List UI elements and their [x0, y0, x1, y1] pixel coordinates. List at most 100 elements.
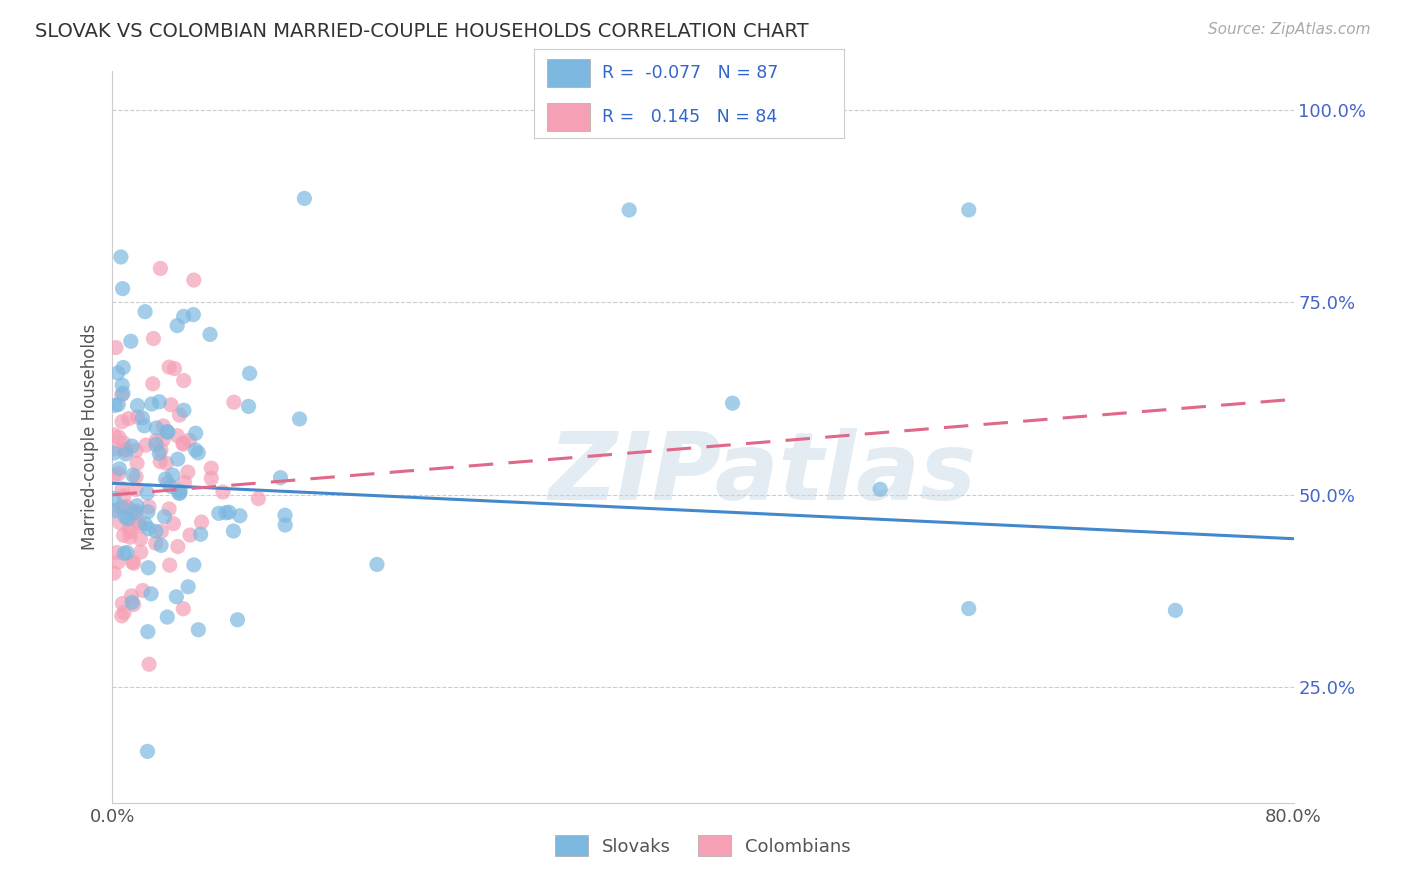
Point	[721, 396, 744, 410]
Point	[869, 483, 891, 497]
Text: SLOVAK VS COLOMBIAN MARRIED-COUPLE HOUSEHOLDS CORRELATION CHART: SLOVAK VS COLOMBIAN MARRIED-COUPLE HOUSE…	[35, 22, 808, 41]
Point	[103, 491, 125, 506]
Point	[148, 446, 170, 460]
Point	[111, 386, 134, 401]
Point	[138, 522, 160, 536]
Point	[136, 486, 159, 500]
Text: R =  -0.077   N = 87: R = -0.077 N = 87	[602, 64, 779, 82]
Point	[138, 500, 160, 514]
Point	[619, 202, 641, 217]
Point	[111, 597, 134, 611]
Point	[155, 456, 177, 470]
Point	[122, 556, 145, 570]
Point	[274, 508, 297, 523]
Point	[129, 545, 152, 559]
Point	[122, 508, 145, 523]
Point	[198, 327, 221, 342]
Point	[247, 491, 270, 506]
Point	[150, 538, 173, 552]
Point	[190, 515, 212, 529]
Point	[114, 447, 136, 461]
Point	[138, 657, 160, 672]
Point	[157, 360, 180, 375]
Point	[292, 191, 315, 205]
Point	[155, 472, 177, 486]
Point	[136, 744, 159, 758]
Point	[115, 500, 138, 514]
Point	[120, 503, 142, 517]
Point	[156, 476, 179, 491]
Point	[160, 479, 183, 493]
Point	[142, 376, 165, 391]
Point	[226, 613, 249, 627]
Point	[112, 606, 135, 620]
Point	[111, 608, 134, 623]
Point	[181, 308, 204, 322]
Point	[111, 415, 134, 429]
Point	[135, 438, 157, 452]
Point	[218, 505, 240, 519]
Text: R =   0.145   N = 84: R = 0.145 N = 84	[602, 108, 778, 126]
Point	[145, 421, 167, 435]
Point	[177, 465, 200, 479]
Point	[128, 516, 150, 531]
Point	[112, 528, 135, 542]
Point	[148, 394, 170, 409]
Point	[127, 410, 149, 425]
Point	[183, 273, 205, 287]
Point	[173, 475, 195, 490]
Point	[114, 442, 136, 457]
Point	[366, 558, 388, 572]
Point	[114, 510, 136, 524]
Point	[160, 398, 183, 412]
Point	[173, 310, 195, 324]
Point	[166, 318, 188, 333]
Point	[156, 610, 179, 624]
Point	[139, 587, 162, 601]
Point	[111, 378, 134, 392]
Point	[169, 483, 191, 498]
Point	[134, 304, 156, 318]
Point	[274, 518, 297, 533]
Point	[114, 443, 136, 458]
Point	[162, 516, 184, 531]
Point	[166, 540, 188, 554]
Point	[149, 261, 172, 276]
Point	[167, 486, 190, 500]
Point	[103, 504, 125, 518]
Point	[190, 527, 212, 541]
Point	[136, 505, 159, 519]
Point	[145, 536, 167, 550]
Point	[105, 545, 128, 559]
Point	[222, 395, 245, 409]
Point	[125, 456, 148, 470]
Point	[108, 430, 131, 444]
Point	[156, 425, 179, 439]
Point	[127, 399, 149, 413]
Point	[149, 454, 172, 468]
Point	[173, 403, 195, 417]
Point	[145, 437, 167, 451]
Text: ZIPatlas: ZIPatlas	[548, 427, 976, 520]
Point	[125, 483, 148, 497]
Point	[957, 601, 980, 615]
Point	[159, 558, 181, 573]
Point	[162, 468, 184, 483]
Point	[165, 590, 187, 604]
Point	[117, 512, 139, 526]
Point	[115, 545, 138, 559]
Point	[112, 546, 135, 560]
Point	[125, 443, 148, 458]
Point	[238, 400, 260, 414]
Point	[124, 506, 146, 520]
Point	[184, 426, 207, 441]
Point	[114, 500, 136, 514]
Point	[117, 411, 139, 425]
Point	[142, 332, 165, 346]
Point	[1164, 603, 1187, 617]
Point	[212, 485, 235, 500]
Point	[208, 506, 231, 520]
Point	[134, 516, 156, 531]
Point	[179, 528, 201, 542]
Point	[229, 508, 252, 523]
